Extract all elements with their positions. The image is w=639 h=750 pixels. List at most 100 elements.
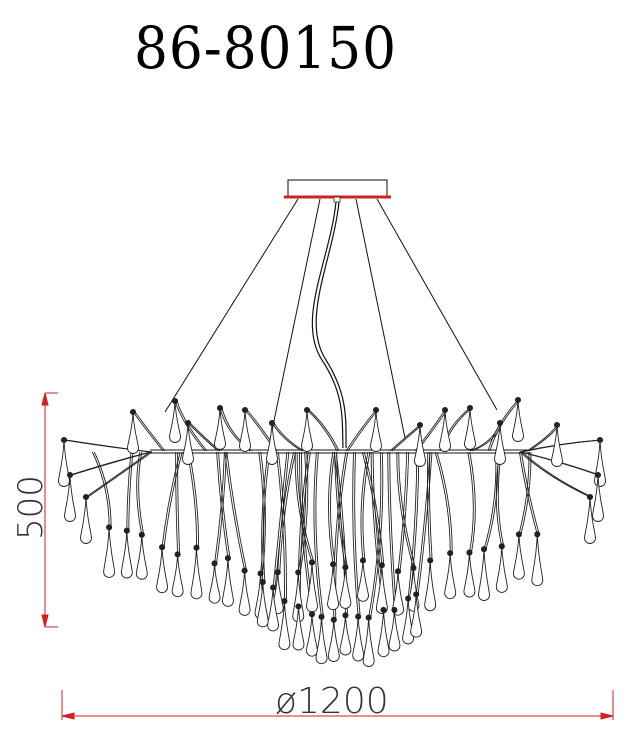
crystal-drop (592, 474, 604, 522)
crystal-drop (238, 570, 251, 616)
crystal-drop (190, 547, 203, 600)
crystal-drop (182, 422, 194, 465)
drop-cap (534, 531, 541, 538)
branch (520, 451, 540, 535)
suspension-wires (164, 198, 498, 449)
chandelier-ring (150, 449, 530, 454)
branch (224, 451, 246, 571)
branch (315, 451, 324, 617)
crystal-drop (103, 527, 116, 578)
drop-cap (378, 562, 385, 569)
branch (368, 451, 382, 618)
drop-cap (496, 419, 504, 427)
crystal-drop (584, 496, 596, 544)
drop-cap (268, 419, 276, 427)
branches (63, 399, 603, 620)
drop-cap (372, 406, 380, 414)
drop-cap (355, 613, 362, 620)
branch (216, 451, 229, 559)
crystal-drop (478, 549, 490, 601)
crystal-drop (156, 547, 169, 594)
drop-cap (514, 396, 522, 404)
drop-cap (466, 404, 474, 412)
drop-cap (586, 493, 594, 501)
branch (328, 451, 334, 565)
branch (71, 451, 153, 476)
crystal-drop (463, 552, 476, 598)
drop-cap (159, 544, 166, 551)
branch (396, 451, 414, 569)
drop-cap (594, 471, 602, 479)
crystal-drop (357, 560, 369, 602)
crystal-drop (301, 409, 313, 452)
crystal-drop (594, 439, 606, 487)
crystal-drop (512, 399, 524, 442)
branch (417, 451, 433, 595)
branch (271, 422, 303, 452)
crystal-drop (171, 554, 184, 598)
branch (370, 451, 384, 618)
crystal-drop (327, 619, 340, 662)
branch (93, 451, 112, 528)
drop-cap (138, 531, 145, 538)
drop-cap (553, 421, 561, 429)
crystal-drop (239, 409, 251, 452)
branch (389, 451, 397, 611)
drop-cap (466, 549, 473, 556)
crystal-drop (362, 617, 375, 667)
branch (352, 451, 359, 617)
crystal-drop (221, 558, 234, 607)
crystal-drop (266, 422, 278, 465)
drop-cap (184, 419, 192, 427)
drop-cap (193, 544, 200, 551)
crystal-drop (214, 407, 226, 450)
branch (387, 451, 395, 611)
crystal-drop (495, 546, 508, 593)
drop-cap (129, 408, 137, 416)
crystal-drop (410, 594, 423, 638)
drop-cap (211, 560, 218, 567)
branch (275, 451, 285, 602)
branch (175, 451, 179, 555)
drop-cap (60, 436, 68, 444)
diameter-dimension (61, 690, 614, 720)
drop-cap (359, 557, 367, 564)
drop-cap (171, 397, 179, 405)
crystal-drop (267, 587, 280, 632)
drop-cap (410, 564, 417, 572)
branch (214, 451, 225, 564)
drop-cap (82, 493, 90, 501)
crystal-drop (327, 564, 340, 610)
branch (226, 451, 248, 571)
branch (362, 451, 371, 561)
drop-cap (257, 570, 264, 577)
crystal-drop (339, 567, 352, 609)
crystal-drop (388, 609, 401, 652)
crystal-drop (80, 496, 92, 544)
drop-cap (303, 406, 311, 414)
drop-cap (123, 527, 130, 534)
crystal-drop (377, 609, 390, 658)
branch (273, 422, 305, 452)
branch (299, 451, 309, 573)
height-dimension (41, 392, 58, 628)
crystal-drop (464, 407, 476, 450)
height-label: 500 (11, 475, 51, 540)
crystal-drop (512, 534, 525, 580)
branch (389, 424, 421, 452)
branch (330, 451, 336, 565)
crystal-drop (551, 424, 563, 467)
crystal-drop (127, 411, 139, 454)
drop-cap (427, 557, 434, 564)
crystal-drop (531, 534, 544, 587)
branch (397, 451, 408, 572)
drop-cap (515, 531, 522, 538)
drop-cap (241, 567, 248, 574)
drop-cap (295, 569, 302, 576)
branch (91, 451, 110, 528)
drop-cap (342, 564, 349, 571)
branch (87, 451, 153, 498)
crystal-drop (375, 565, 388, 614)
crystal-drop (444, 553, 457, 600)
drop-cap (274, 569, 281, 576)
